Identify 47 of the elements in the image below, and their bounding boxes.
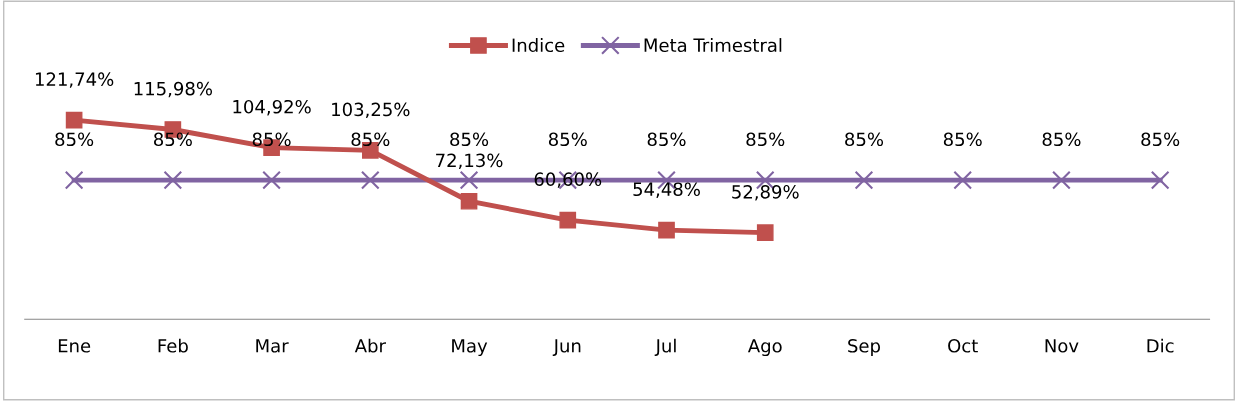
point [1150, 170, 1170, 190]
point [953, 170, 973, 190]
data-label: 85% [55, 132, 94, 147]
data-label: 72,13% [436, 153, 503, 170]
data-label: 85% [1141, 132, 1180, 147]
data-label: 85% [845, 132, 884, 147]
x-tick-label: Abr [354, 338, 386, 353]
point [1052, 170, 1071, 190]
data-label: 85% [943, 132, 982, 147]
point [658, 221, 675, 239]
x-tick-label: Ago [747, 339, 782, 357]
data-label: 85% [1042, 132, 1081, 147]
point [460, 192, 478, 210]
x-tick-label: Feb [158, 338, 188, 353]
data-label: 85% [450, 132, 489, 147]
x-tick-label: Sep [848, 338, 880, 357]
data-label: 52,89% [732, 184, 799, 201]
point [65, 111, 83, 129]
point [559, 211, 577, 229]
data-label: 85% [252, 132, 291, 147]
data-label: 103,25% [332, 102, 410, 119]
point [854, 170, 874, 190]
point [360, 170, 380, 190]
x-tick-label: Nov [1045, 339, 1079, 353]
x-tick-label: May [452, 339, 488, 357]
data-label: 85% [351, 132, 390, 147]
data-label: 121,74% [35, 72, 114, 88]
x-tick-label: Jul [654, 338, 676, 356]
point [756, 224, 774, 242]
x-tick-label: Mar [256, 339, 289, 353]
x-tick-label: Ene [58, 339, 91, 353]
point [459, 170, 479, 190]
data-label: 85% [746, 132, 785, 147]
data-label: 85% [548, 132, 587, 147]
point [64, 170, 84, 190]
x-tick-label: Oct [948, 338, 978, 353]
data-label: 85% [154, 132, 192, 147]
data-label: 54,48% [633, 182, 700, 198]
point [163, 170, 183, 190]
legend-label: Indice [512, 38, 565, 53]
x-tick-label: Dic [1147, 338, 1174, 353]
data-label: 85% [647, 132, 686, 147]
x-tick-label: Jun [552, 339, 581, 356]
data-label: 104,92% [233, 99, 311, 116]
legend-label: Meta Trimestral [644, 38, 782, 53]
point [262, 170, 281, 190]
data-label: 115,98% [134, 81, 213, 98]
